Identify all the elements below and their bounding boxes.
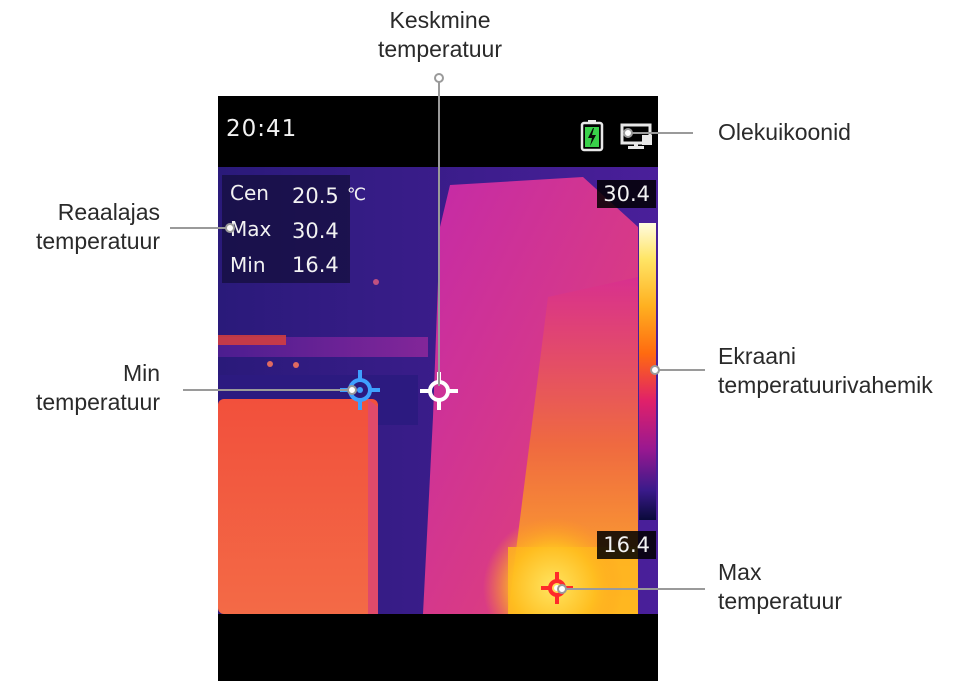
- clock-time: 20:41: [226, 116, 298, 142]
- callout-display-range: Ekraani temperatuurivahemik: [718, 342, 974, 400]
- callout-center-line2: temperatuur: [377, 36, 502, 62]
- readout-label-max: Max: [230, 217, 272, 241]
- readout-value-min: 16.4: [292, 253, 339, 277]
- callout-center-temperature: Keskmine temperatuur: [340, 6, 540, 64]
- readout-label-min: Min: [230, 253, 266, 277]
- thermal-camera-screen: 20:41 Cen 20.5 ℃ Max 30.4 Min 16.4 30.4 …: [218, 96, 658, 681]
- realtime-temperature-readout: Cen 20.5 ℃ Max 30.4 Min 16.4: [222, 175, 366, 283]
- scale-min-value: 16.4: [597, 531, 656, 559]
- callout-realtime-temperature: Reaalajas temperatuur: [0, 198, 160, 256]
- callout-realtime-line1: Reaalajas: [57, 199, 160, 225]
- leader-dot-range: [650, 365, 660, 375]
- leader-dot-status: [623, 128, 633, 138]
- callout-max-line1: Max: [718, 559, 762, 585]
- readout-unit-celsius: ℃: [347, 185, 367, 205]
- leader-dot-max: [557, 584, 567, 594]
- callout-min-temperature: Min temperatuur: [0, 359, 160, 417]
- leader-dot-min: [347, 385, 357, 395]
- callout-max-line2: temperatuur: [718, 588, 843, 614]
- callout-min-line1: Min: [122, 360, 160, 386]
- readout-value-center: 20.5: [292, 184, 339, 208]
- leader-dot-realtime: [225, 223, 235, 233]
- callout-status-icons: Olekuikoonid: [718, 118, 851, 147]
- battery-charging-icon: [580, 120, 604, 152]
- callout-center-line1: Keskmine: [389, 7, 491, 33]
- callout-range-line2: temperatuurivahemik: [718, 372, 933, 398]
- scale-max-value: 30.4: [597, 180, 656, 208]
- callout-range-line1: Ekraani: [718, 343, 796, 369]
- callout-realtime-line2: temperatuur: [35, 228, 160, 254]
- readout-value-max: 30.4: [292, 219, 339, 243]
- temperature-scale-bar: [639, 223, 656, 520]
- leader-dot-center: [434, 73, 444, 83]
- callout-min-line2: temperatuur: [35, 389, 160, 415]
- callout-max-temperature: Max temperatuur: [718, 558, 842, 616]
- callout-status-line1: Olekuikoonid: [718, 119, 851, 145]
- readout-label-center: Cen: [230, 181, 269, 205]
